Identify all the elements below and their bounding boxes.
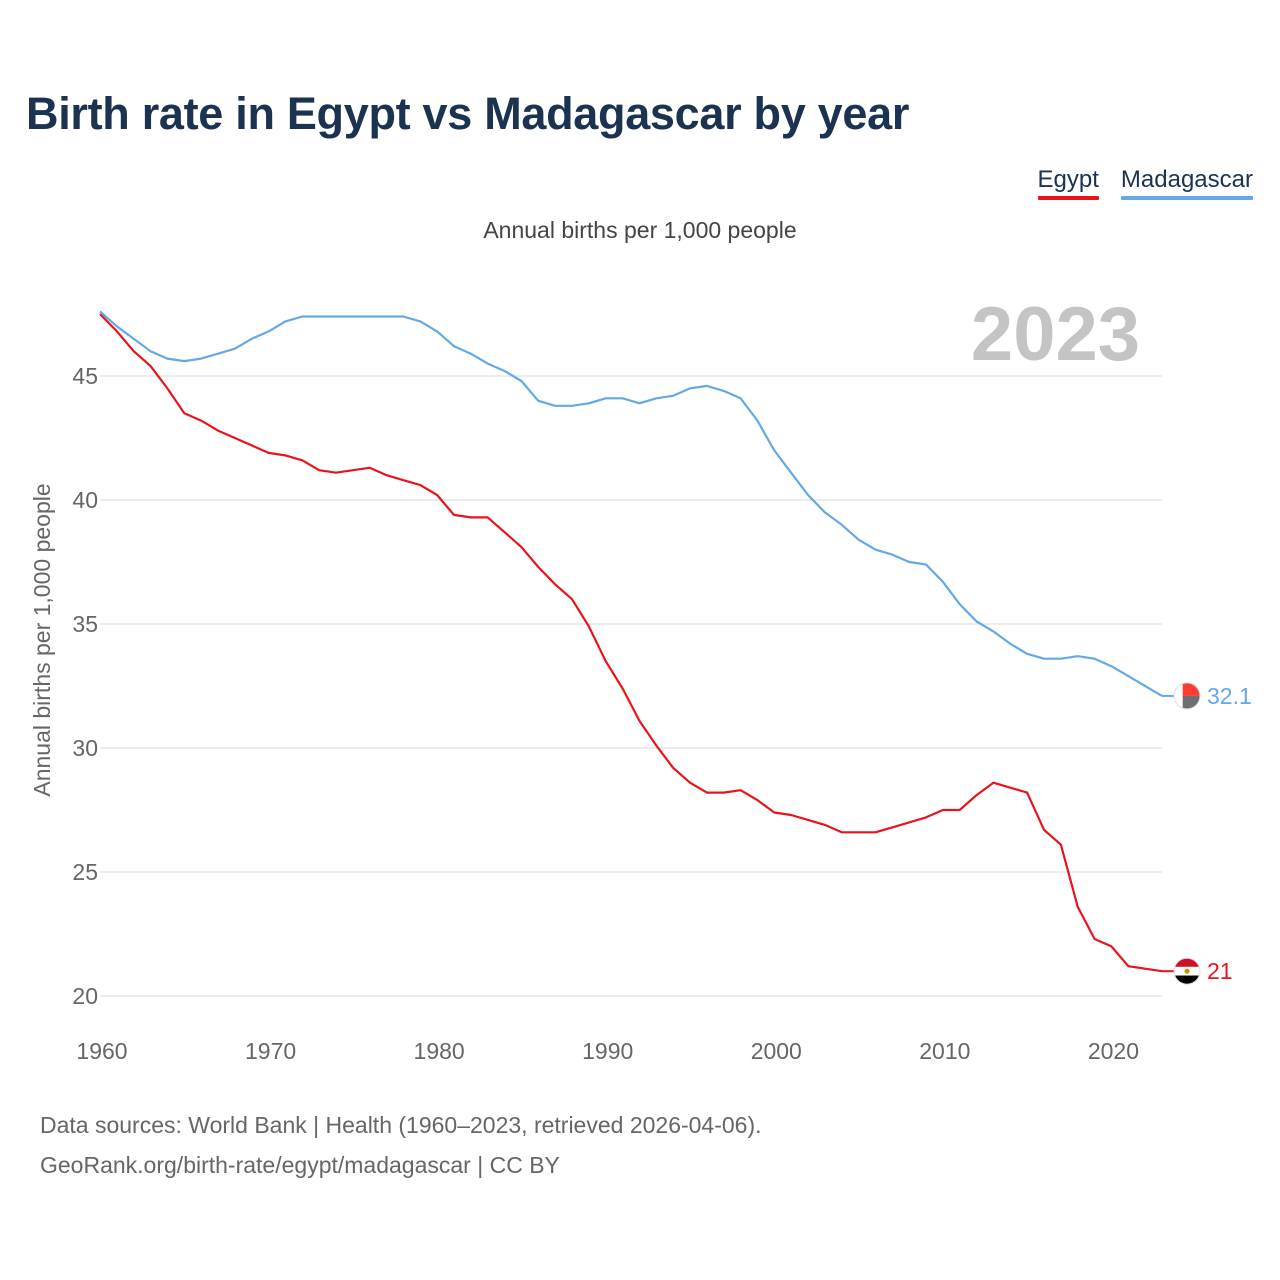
y-tick-label-20: 20 xyxy=(72,983,98,1009)
y-axis-label: Annual births per 1,000 people xyxy=(29,483,55,796)
x-tick-label-1980: 1980 xyxy=(414,1038,465,1064)
y-tick-label-40: 40 xyxy=(72,487,98,513)
x-tick-label-1960: 1960 xyxy=(76,1038,127,1064)
x-tick-label-2000: 2000 xyxy=(751,1038,802,1064)
end-value-label-egypt: 21 xyxy=(1207,958,1233,984)
y-tick-label-45: 45 xyxy=(72,363,98,389)
legend-swatch-egypt xyxy=(1037,196,1099,200)
footer-sources: Data sources: World Bank | Health (1960–… xyxy=(40,1112,762,1138)
legend-item-madagascar[interactable]: Madagascar xyxy=(1120,166,1253,200)
y-tick-label-25: 25 xyxy=(72,859,98,885)
legend-item-egypt[interactable]: Egypt xyxy=(1037,166,1099,200)
x-tick-label-2020: 2020 xyxy=(1088,1038,1139,1064)
egypt-flag-icon xyxy=(1173,957,1201,985)
y-tick-label-35: 35 xyxy=(72,611,98,637)
legend-label-madagascar: Madagascar xyxy=(1120,166,1253,193)
x-tick-label-1970: 1970 xyxy=(245,1038,296,1064)
madagascar-flag-icon xyxy=(1173,682,1201,710)
y-axis-ticks: 20 25 30 35 40 45 xyxy=(72,363,98,1009)
year-watermark: 2023 xyxy=(971,292,1140,377)
end-value-label-madagascar: 32.1 xyxy=(1207,683,1252,709)
x-tick-label-2010: 2010 xyxy=(919,1038,970,1064)
legend-label-egypt: Egypt xyxy=(1037,166,1099,193)
series-line-egypt[interactable] xyxy=(99,313,1163,973)
chart-subtitle: Annual births per 1,000 people xyxy=(483,217,797,243)
series-endpoints: 21 32.1 xyxy=(1162,682,1252,985)
legend: Egypt Madagascar xyxy=(1037,166,1253,200)
y-tick-label-30: 30 xyxy=(72,735,98,761)
footer-attribution[interactable]: GeoRank.org/birth-rate/egypt/madagascar … xyxy=(40,1152,560,1178)
series-lines xyxy=(99,310,1163,973)
page-title: Birth rate in Egypt vs Madagascar by yea… xyxy=(26,88,910,139)
legend-swatch-madagascar xyxy=(1120,196,1253,200)
footer: Data sources: World Bank | Health (1960–… xyxy=(40,1105,762,1185)
grid-lines xyxy=(100,375,1162,997)
series-line-madagascar[interactable] xyxy=(99,310,1163,697)
x-axis-ticks: 1960 1970 1980 1990 2000 2010 2020 xyxy=(76,1038,1139,1064)
x-tick-label-1990: 1990 xyxy=(582,1038,633,1064)
